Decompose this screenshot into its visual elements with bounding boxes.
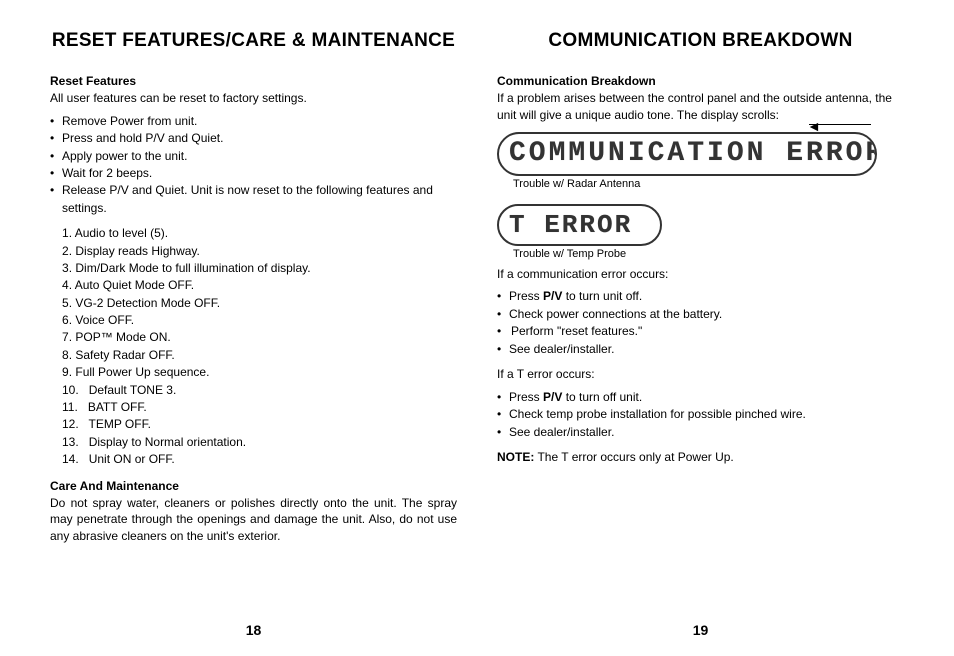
right-page: COMMUNICATION BREAKDOWN Communication Br… <box>477 30 924 636</box>
lcd-text-2: T ERROR <box>509 210 632 240</box>
page-number-left: 18 <box>246 622 262 638</box>
comm-error-intro: If a communication error occurs: <box>497 266 904 283</box>
t-error-step: Check temp probe installation for possib… <box>497 406 904 423</box>
t-error-list: Press P/V to turn off unit. Check temp p… <box>497 389 904 441</box>
setting-item: Safety Radar OFF. <box>62 347 457 364</box>
setting-item: Voice OFF. <box>62 312 457 329</box>
lcd-display-wrap-2: T ERROR Trouble w/ Temp Probe <box>497 204 904 260</box>
setting-item: TEMP OFF. <box>62 416 457 433</box>
setting-item: Unit ON or OFF. <box>62 451 457 468</box>
setting-item: Dim/Dark Mode to full illumination of di… <box>62 260 457 277</box>
setting-item: VG-2 Detection Mode OFF. <box>62 295 457 312</box>
t-error-step: Press P/V to turn off unit. <box>497 389 904 406</box>
note-line: NOTE: The T error occurs only at Power U… <box>497 449 904 466</box>
arrow-line <box>809 124 871 125</box>
setting-item: POP™ Mode ON. <box>62 329 457 346</box>
setting-item: Display reads Highway. <box>62 243 457 260</box>
reset-step: Apply power to the unit. <box>50 148 457 165</box>
lcd-text-1: COMMUNICATION ERROR <box>509 138 877 169</box>
comm-error-list: Press P/V to turn unit off. Check power … <box>497 288 904 358</box>
lcd-display-wrap-1: ◄ COMMUNICATION ERROR Trouble w/ Radar A… <box>497 132 904 190</box>
reset-step: Remove Power from unit. <box>50 113 457 130</box>
reset-step: Press and hold P/V and Quiet. <box>50 130 457 147</box>
reset-steps-list: Remove Power from unit. Press and hold P… <box>50 113 457 217</box>
care-heading: Care And Maintenance <box>50 479 457 493</box>
page-number-right: 19 <box>693 622 709 638</box>
reset-intro: All user features can be reset to factor… <box>50 90 457 107</box>
comm-error-step: Perform "reset features." <box>497 323 904 340</box>
setting-item: Audio to level (5). <box>62 225 457 242</box>
setting-item: Default TONE 3. <box>62 382 457 399</box>
lcd-caption-1: Trouble w/ Radar Antenna <box>513 178 904 190</box>
comm-error-step: Press P/V to turn unit off. <box>497 288 904 305</box>
comm-intro: If a problem arises between the control … <box>497 90 904 124</box>
left-page: RESET FEATURES/CARE & MAINTENANCE Reset … <box>30 30 477 636</box>
settings-list: Audio to level (5). Display reads Highwa… <box>62 225 457 468</box>
right-page-title: COMMUNICATION BREAKDOWN <box>497 30 904 52</box>
t-error-intro: If a T error occurs: <box>497 366 904 383</box>
lcd-caption-2: Trouble w/ Temp Probe <box>513 248 904 260</box>
reset-features-heading: Reset Features <box>50 74 457 88</box>
comm-heading: Communication Breakdown <box>497 74 904 88</box>
comm-error-step: Check power connections at the battery. <box>497 306 904 323</box>
reset-step: Release P/V and Quiet. Unit is now reset… <box>50 182 457 217</box>
reset-step: Wait for 2 beeps. <box>50 165 457 182</box>
setting-item: BATT OFF. <box>62 399 457 416</box>
setting-item: Full Power Up sequence. <box>62 364 457 381</box>
care-text: Do not spray water, cleaners or polishes… <box>50 495 457 545</box>
t-error-step: See dealer/installer. <box>497 424 904 441</box>
comm-error-step: See dealer/installer. <box>497 341 904 358</box>
lcd-display-1: COMMUNICATION ERROR <box>497 132 877 176</box>
setting-item: Auto Quiet Mode OFF. <box>62 277 457 294</box>
setting-item: Display to Normal orientation. <box>62 434 457 451</box>
lcd-display-2: T ERROR <box>497 204 662 246</box>
left-page-title: RESET FEATURES/CARE & MAINTENANCE <box>50 30 457 52</box>
